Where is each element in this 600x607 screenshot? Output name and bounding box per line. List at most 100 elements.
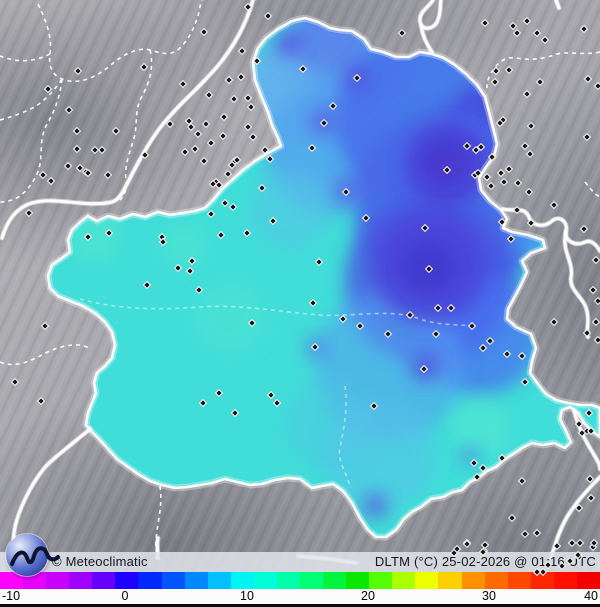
station-marker — [473, 168, 483, 178]
station-marker — [508, 21, 518, 31]
station-marker — [361, 213, 371, 223]
scale-tick-label: 40 — [584, 589, 598, 603]
station-marker — [220, 198, 230, 208]
station-marker — [173, 263, 183, 273]
station-marker — [190, 144, 200, 154]
station-marker — [526, 218, 536, 228]
station-marker — [224, 75, 234, 85]
station-marker — [237, 46, 247, 56]
station-marker — [540, 35, 550, 45]
station-marker — [482, 172, 492, 182]
station-marker — [243, 93, 253, 103]
watermark-text: © Meteoclimatic — [52, 554, 148, 569]
station-marker — [185, 266, 195, 276]
station-marker — [219, 112, 229, 122]
station-marker — [449, 548, 459, 558]
station-marker — [263, 11, 273, 21]
station-marker — [405, 310, 415, 320]
station-marker — [230, 408, 240, 418]
station-marker — [420, 223, 430, 233]
bottom-black-strip — [0, 604, 600, 607]
station-marker — [184, 116, 194, 126]
station-marker — [497, 453, 507, 463]
station-marker — [517, 476, 527, 486]
station-marker — [565, 556, 575, 566]
station-marker — [502, 349, 512, 359]
station-marker — [248, 132, 258, 142]
station-marker — [369, 401, 379, 411]
station-marker — [310, 342, 320, 352]
station-marker — [567, 538, 577, 548]
station-marker — [247, 318, 257, 328]
station-marker — [268, 216, 278, 226]
station-marker — [180, 147, 190, 157]
station-marker — [504, 164, 514, 174]
meteoclimatic-globe-wave-icon — [6, 534, 60, 576]
station-marker — [243, 2, 253, 12]
station-marker — [140, 150, 150, 160]
station-marker — [589, 538, 599, 548]
station-marker — [486, 181, 496, 191]
station-marker — [397, 28, 407, 38]
station-marker — [582, 328, 592, 338]
station-marker — [227, 160, 237, 170]
station-marker — [532, 567, 542, 577]
station-marker — [63, 161, 73, 171]
station-marker — [73, 66, 83, 76]
station-marker — [103, 170, 113, 180]
station-marker — [186, 122, 196, 132]
station-marker — [485, 336, 495, 346]
station-marker — [520, 377, 530, 387]
station-marker — [517, 351, 527, 361]
station-marker — [487, 152, 497, 162]
station-marker — [355, 321, 365, 331]
scale-tick-label: -10 — [2, 589, 21, 603]
station-marker — [499, 177, 509, 187]
station-marker — [586, 493, 596, 503]
station-marker — [557, 561, 567, 571]
station-marker — [257, 183, 267, 193]
station-marker — [43, 84, 53, 94]
station-marker — [328, 101, 338, 111]
station-marker — [593, 296, 600, 306]
station-marker — [478, 547, 488, 557]
station-marker — [490, 77, 500, 87]
station-marker — [319, 118, 329, 128]
station-marker — [446, 303, 456, 313]
station-marker — [272, 398, 282, 408]
station-marker — [471, 145, 481, 155]
station-marker — [218, 131, 228, 141]
color-scale-bar — [0, 572, 600, 589]
station-marker — [543, 560, 553, 570]
station-marker — [243, 122, 253, 132]
station-marker — [549, 317, 559, 327]
station-marker — [223, 169, 233, 179]
station-marker — [495, 118, 505, 128]
station-marker — [64, 105, 74, 115]
station-marker — [246, 102, 256, 112]
station-marker — [480, 18, 490, 28]
station-marker — [83, 232, 93, 242]
map-title: DLTM (°C) 25-02-2026 @ 01:16 UTC — [374, 554, 596, 569]
station-marker — [532, 528, 542, 538]
station-marker — [308, 298, 318, 308]
station-marker — [476, 142, 486, 152]
station-marker — [462, 539, 472, 549]
station-marker — [478, 343, 488, 353]
station-marker — [72, 126, 82, 136]
station-marker — [480, 540, 490, 550]
station-marker — [199, 156, 209, 166]
station-marker — [467, 321, 477, 331]
station-marker — [10, 377, 20, 387]
station-marker — [507, 513, 517, 523]
scale-tick-label: 20 — [361, 589, 375, 603]
station-marker — [104, 228, 114, 238]
station-marker — [504, 65, 514, 75]
station-marker — [469, 458, 479, 468]
station-marker — [198, 398, 208, 408]
station-marker — [593, 81, 600, 91]
station-marker — [214, 180, 224, 190]
station-marker — [591, 255, 600, 265]
station-marker — [497, 217, 507, 227]
